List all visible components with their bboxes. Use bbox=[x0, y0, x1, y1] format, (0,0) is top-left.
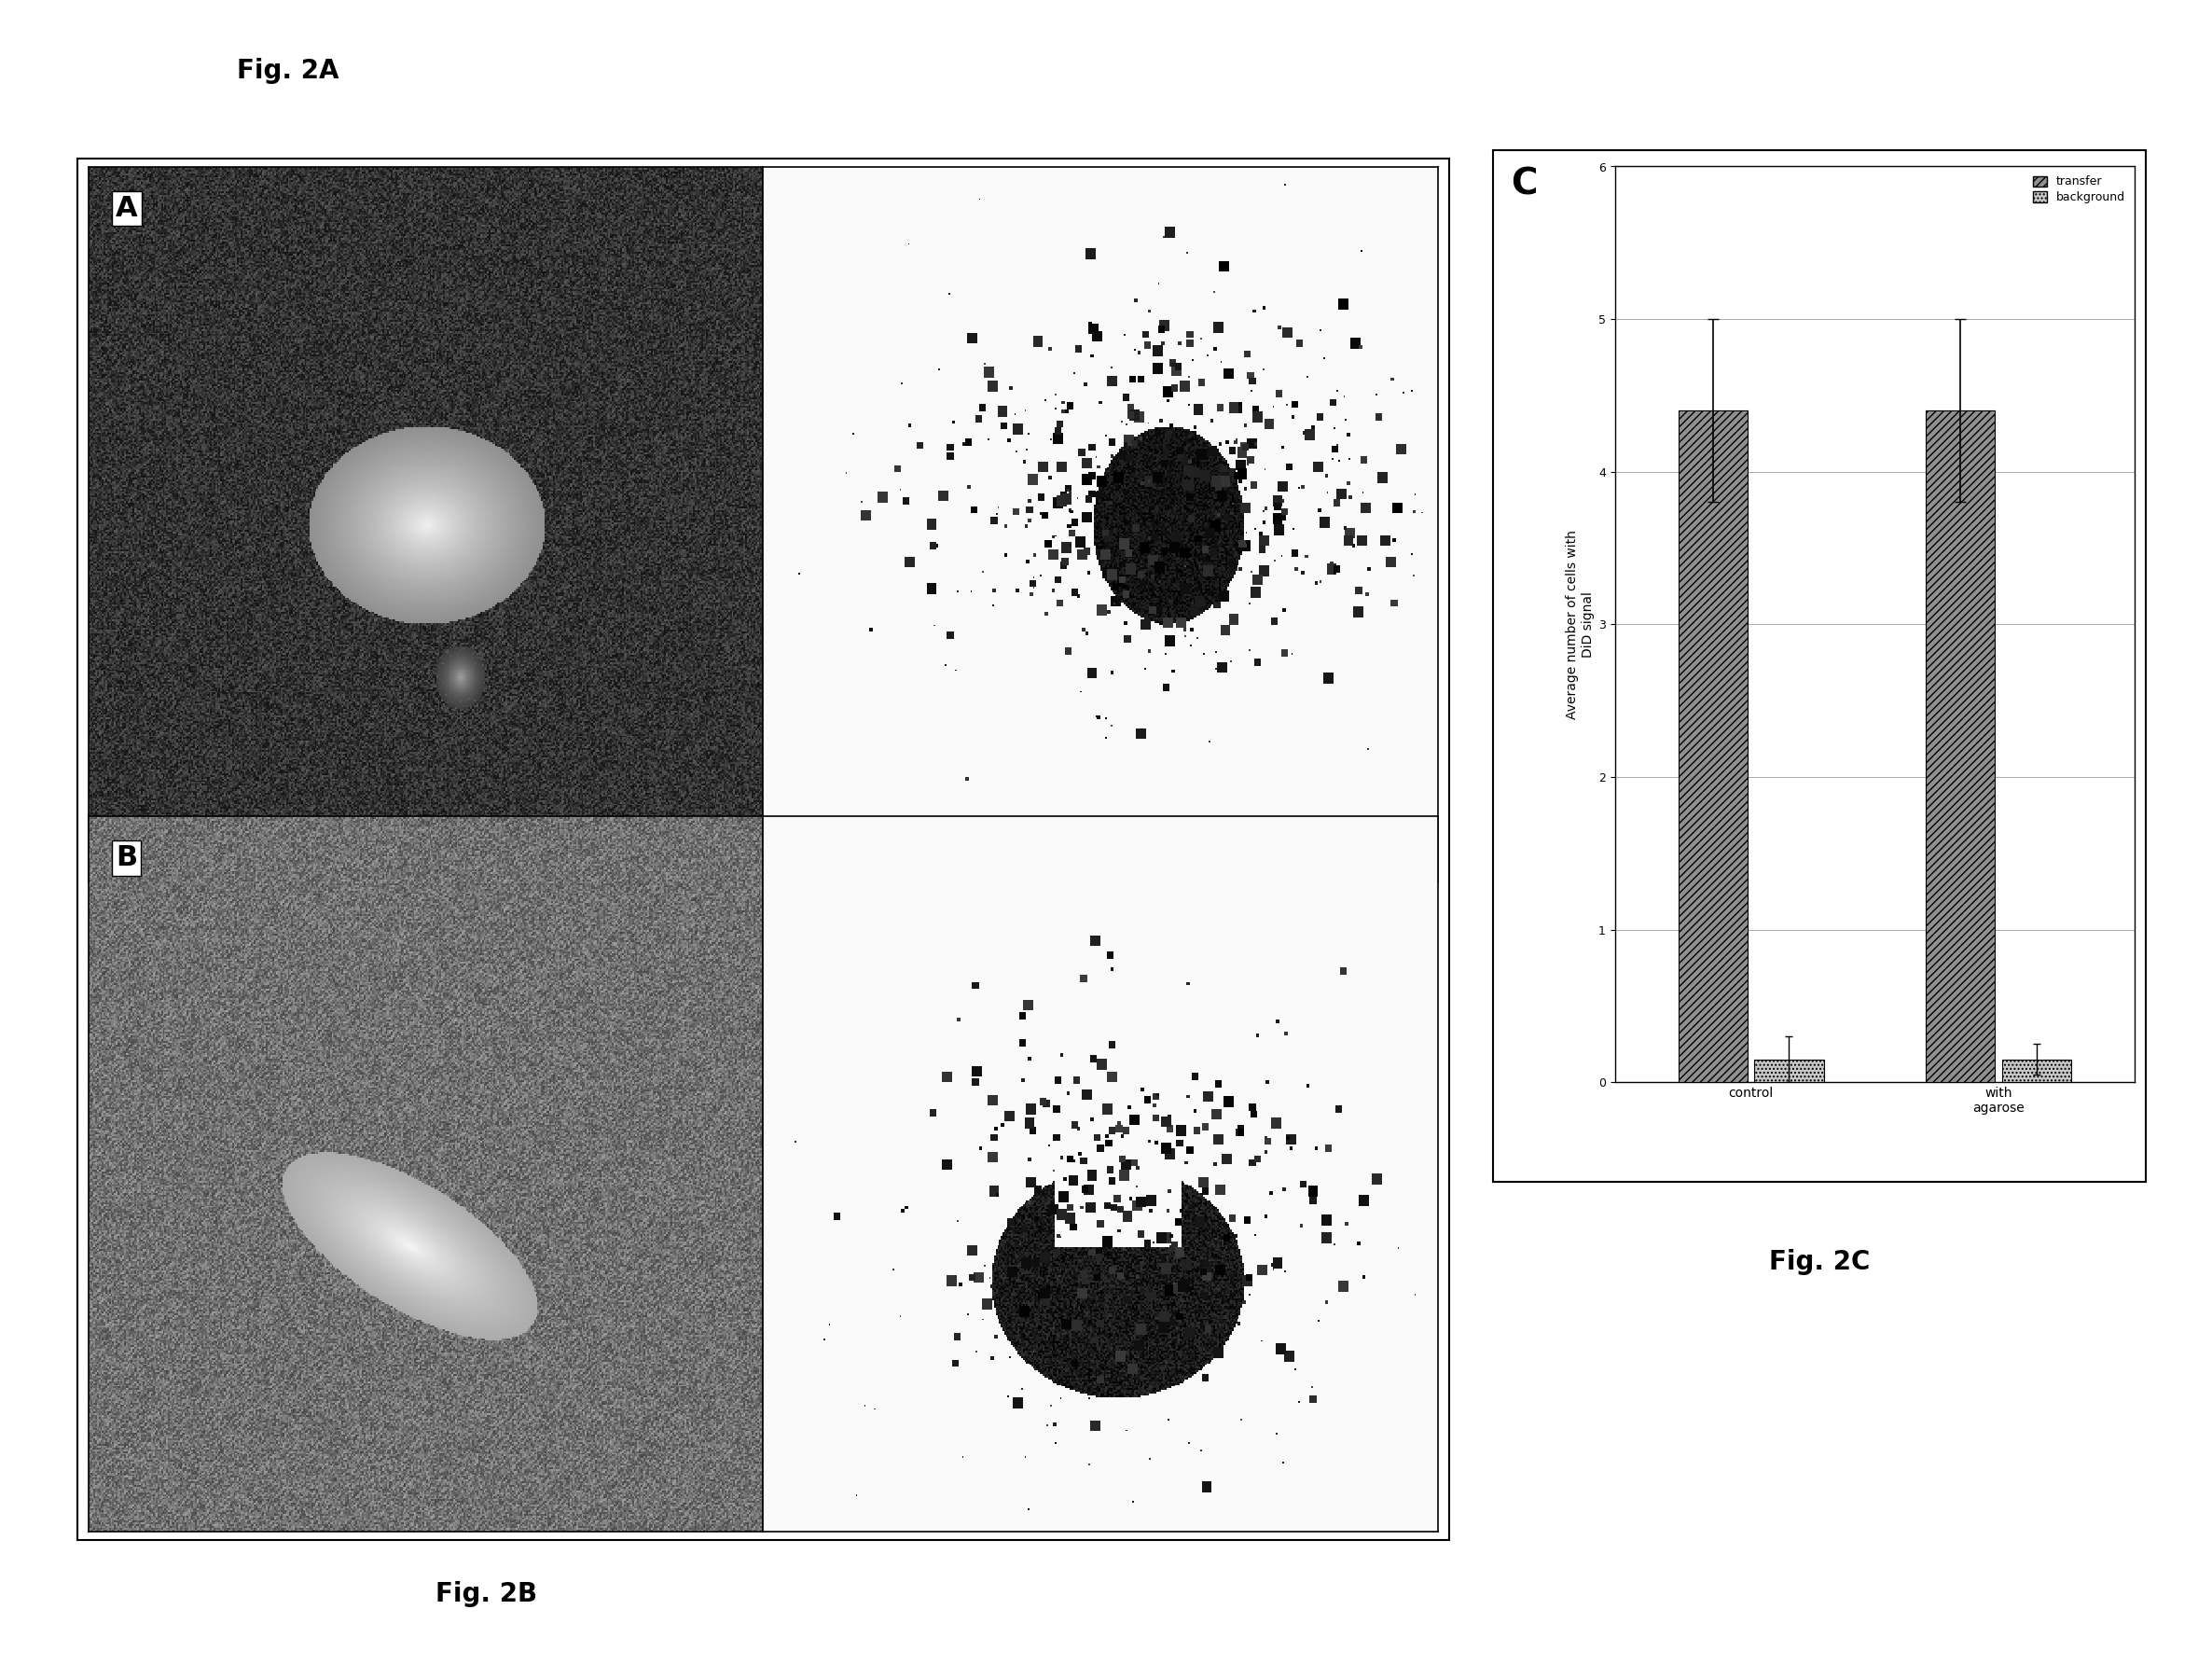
Text: A: A bbox=[115, 195, 137, 221]
Text: B: B bbox=[115, 844, 137, 871]
Bar bbox=[1927, 411, 1995, 1082]
Y-axis label: Average number of cells with
DiD signal: Average number of cells with DiD signal bbox=[1566, 529, 1595, 719]
Text: Fig. 2A: Fig. 2A bbox=[237, 58, 338, 85]
Bar bbox=[1754, 1059, 1823, 1082]
Bar bbox=[1679, 411, 1747, 1082]
Legend: transfer, background: transfer, background bbox=[2028, 173, 2128, 206]
Text: Fig. 2C: Fig. 2C bbox=[1770, 1249, 1869, 1275]
Text: C: C bbox=[1511, 166, 1537, 201]
Text: Fig. 2B: Fig. 2B bbox=[436, 1580, 538, 1607]
Bar bbox=[2002, 1059, 2070, 1082]
